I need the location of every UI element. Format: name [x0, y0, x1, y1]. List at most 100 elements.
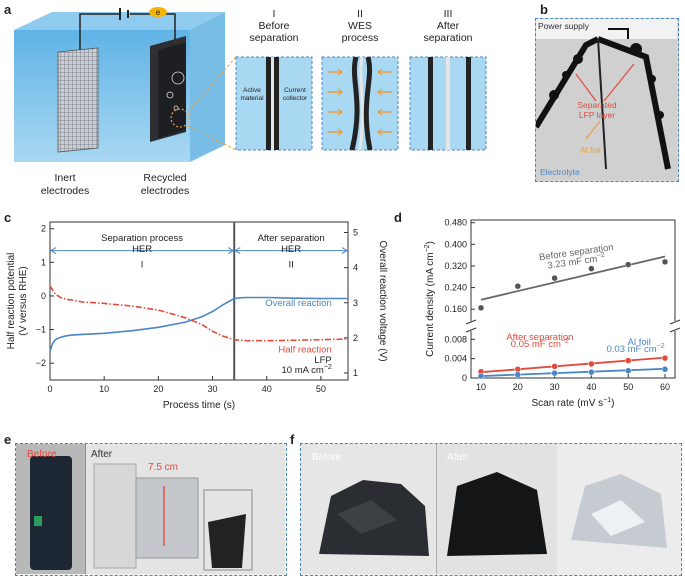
inert-electrode: [57, 47, 99, 153]
axis-break-right: [669, 319, 681, 333]
region-label: I: [141, 260, 144, 271]
electrolyte-label: Electrolyte: [540, 167, 580, 177]
region-arrowhead-right: [227, 247, 235, 255]
legend-half-reaction: Half reaction: [278, 345, 331, 356]
stage-III-l1: After: [436, 20, 460, 32]
panel-e-photo: [15, 443, 287, 576]
annotation-lfp: LFP: [314, 355, 331, 366]
y-right-tick-label: 1: [353, 368, 358, 378]
region-title-1: After separation: [258, 233, 325, 244]
y-right-tick-label: 5: [353, 228, 358, 238]
x-tick-label: 60: [660, 382, 670, 392]
inert-label-2: electrodes: [40, 185, 90, 197]
label-al-foil-2: 0.03 mF cm−2: [606, 343, 664, 355]
point-after-separation: [661, 354, 669, 362]
stage-III-l2: separation: [423, 32, 473, 44]
y-left-tick-label: −1: [36, 325, 46, 335]
e-dimension-label: 7.5 cm: [148, 462, 179, 473]
y-left-axis-label-2: (V versus RHE): [18, 266, 29, 335]
x-tick-label: 10: [99, 384, 109, 394]
y-left-axis-label-1: Half reaction potential: [6, 253, 17, 350]
y-left-tick-label: 1: [41, 257, 46, 267]
axis-break-mask: [468, 321, 678, 331]
region-arrowhead-left: [50, 247, 57, 255]
region-title-2: HER: [281, 244, 301, 255]
zoom-circle: [170, 108, 190, 128]
x-axis-label: Process time (s): [163, 400, 235, 411]
y-axis-label: Current density (mA cm−2): [424, 241, 436, 357]
separated-label-1: Separated: [577, 100, 617, 110]
stage-I-num: I: [272, 8, 276, 20]
y-tick-label: 0: [462, 373, 467, 383]
y-left-tick-label: 0: [41, 291, 46, 301]
plot-frame: [49, 221, 349, 381]
series-line-overall-reaction: [49, 296, 348, 352]
x-tick-label: 30: [550, 382, 560, 392]
panel-label-c: c: [4, 210, 12, 225]
chart-d: 0.480 0.400 0.320 0.240 0.160 0.008 0.004 0 10 20…: [424, 218, 681, 409]
active-label-2: material: [240, 95, 264, 102]
annotation-current: 10 mA cm−2: [282, 364, 332, 376]
fit-line-after-separation: [480, 356, 666, 374]
stage-II-l2: process: [341, 32, 379, 44]
point-before-separation: [514, 282, 522, 290]
stage-I-l2: separation: [249, 32, 299, 44]
plot-frame: [470, 219, 676, 379]
panel-label-a: a: [4, 2, 12, 17]
x-tick-label: 40: [586, 382, 596, 392]
point-al-foil: [551, 369, 558, 377]
e-after-label: After: [91, 449, 113, 460]
y-right-tick-label: 3: [353, 298, 358, 308]
point-al-foil: [624, 367, 632, 374]
stage-I-l1: Before: [258, 20, 290, 32]
label-al-foil-1: Al foil: [628, 337, 651, 348]
region-arrowhead-right: [341, 247, 348, 255]
region-title-2: HER: [132, 244, 152, 255]
stage-II-l1: WES: [348, 20, 372, 32]
panel-b-photo: [535, 18, 679, 182]
tank-side: [190, 12, 225, 162]
panel-label-f: f: [290, 432, 295, 447]
panel-label-b: b: [540, 2, 548, 17]
y-tick-label: 0.004: [444, 354, 467, 364]
collector-label-1: Current: [284, 87, 306, 94]
region-arrowhead-left: [234, 247, 241, 255]
stage-II-num: II: [357, 8, 363, 20]
y-right-tick-label: 4: [353, 263, 358, 273]
y-right-axis-label: Overall reaction voltage (V): [377, 240, 388, 361]
x-axis-label: Scan rate (mV s−1): [531, 397, 614, 409]
point-before-separation: [661, 258, 669, 266]
y-tick-label: 0.480: [444, 218, 467, 228]
electron-label: e: [156, 8, 161, 17]
point-after-separation: [551, 363, 558, 370]
x-tick-label: 50: [623, 382, 633, 392]
label-after-separation-1: After separation: [506, 332, 573, 343]
axis-break-left: [465, 319, 477, 333]
y-tick-label: 0.400: [444, 239, 467, 249]
y-tick-label: 0.008: [444, 334, 467, 344]
legend-overall-reaction: Overall reaction: [265, 298, 332, 309]
y-tick-label: 0.240: [444, 283, 467, 293]
series-line-half-reaction: [49, 285, 349, 342]
x-tick-label: 50: [316, 384, 326, 394]
point-al-foil: [588, 368, 595, 376]
power-supply-label: Power supply: [538, 21, 590, 31]
fit-line-before-separation: [480, 255, 666, 301]
point-al-foil: [514, 371, 522, 378]
region-title-1: Separation process: [101, 233, 183, 244]
recycled-label-2: electrodes: [140, 185, 190, 197]
stage-III-box: [409, 56, 487, 151]
electron-icon: [149, 7, 167, 17]
fit-line-al-foil: [480, 367, 666, 377]
point-before-separation: [588, 265, 595, 272]
chart-c: 0 10 20 30 40 50 −2 −1 0 1 2 1 2 3 4 5 Separation proces…: [6, 221, 388, 411]
y-left-tick-label: 2: [41, 224, 46, 234]
inert-label-1: Inert: [54, 172, 76, 184]
x-tick-label: 0: [47, 384, 52, 394]
point-before-separation: [624, 261, 632, 268]
stage-III-num: III: [443, 8, 453, 20]
y-tick-label: 0.320: [444, 261, 467, 271]
point-after-separation: [624, 357, 632, 364]
collector-label-2: collector: [282, 95, 308, 102]
active-label-1: Active: [243, 87, 261, 94]
